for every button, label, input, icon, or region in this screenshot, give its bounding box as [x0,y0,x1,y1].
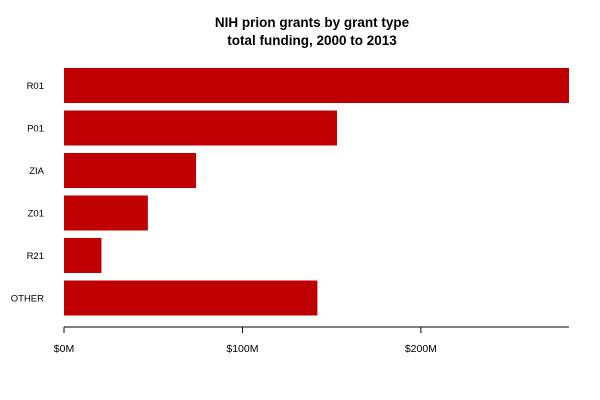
x-tick-label: $0M [54,343,74,355]
bar-r01 [64,68,569,103]
category-label-p01: P01 [27,124,44,135]
category-label-z01: Z01 [28,209,44,220]
bar-p01 [64,110,338,146]
x-tick-label: $200M [405,343,437,355]
x-tick-label: $100M [226,343,258,355]
chart-title: NIH prion grants by grant type [215,15,410,30]
category-label-other: OTHER [11,294,44,305]
category-labels: R01 P01 ZIA Z01 R21 OTHER [11,81,45,305]
bar-z01 [64,195,148,231]
category-label-r21: R21 [27,251,44,262]
bar-other [64,280,318,316]
bar-r21 [64,238,102,273]
x-axis: $0M $100M $200M [54,326,569,355]
category-label-zia: ZIA [29,166,44,177]
chart-subtitle: total funding, 2000 to 2013 [227,33,397,48]
bars [64,68,569,316]
bar-zia [64,153,197,188]
category-label-r01: R01 [27,81,44,92]
